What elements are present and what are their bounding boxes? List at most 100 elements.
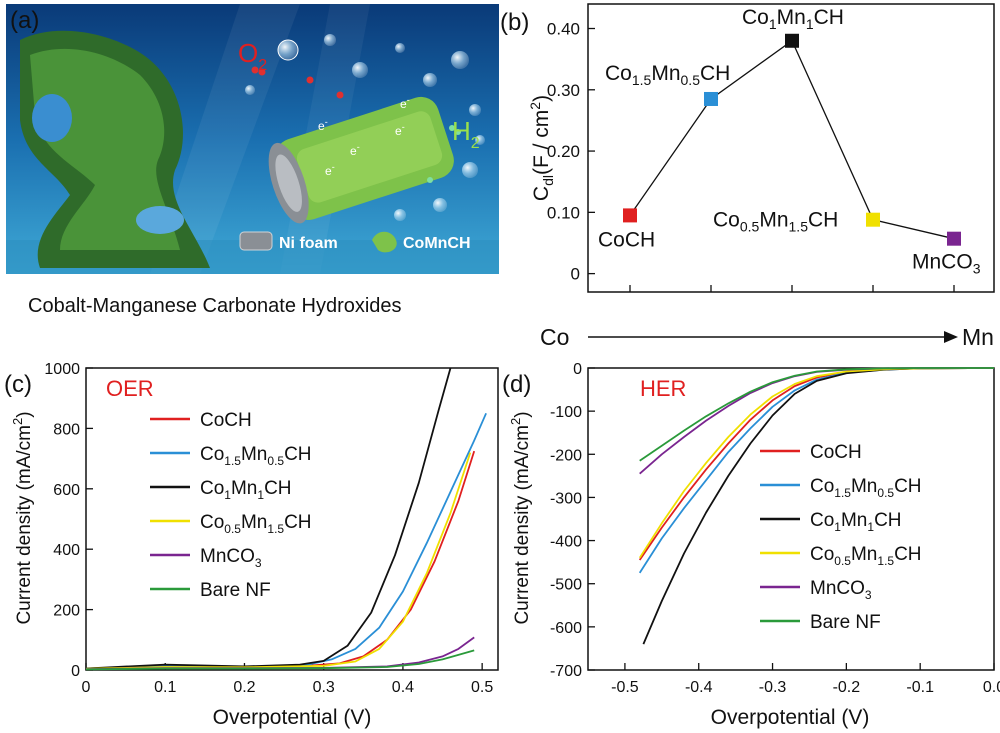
panel-b-y-axis: 0 0.10 0.20 0.30 0.40 (547, 20, 595, 284)
panel-b-label-CoCH: CoCH (598, 228, 655, 251)
panel-b-points (623, 33, 961, 246)
o-atom (336, 91, 344, 99)
o-atom (258, 68, 266, 76)
panel-label-b: (b) (500, 9, 529, 36)
panel-label-d: (d) (502, 371, 531, 398)
foam-hole (136, 206, 184, 234)
electron-label: e- (400, 95, 410, 111)
panel-c-y-tick-label: 200 (53, 603, 80, 620)
panel-d-x-label: Overpotential (V) (711, 706, 870, 729)
bubble (352, 62, 368, 78)
panel-d-x-tick-label: -0.1 (906, 679, 934, 696)
panel-d-axes: -0.5 -0.4 -0.3 -0.2 -0.1 0.0 0 -100 -200 -300 -400… (550, 361, 1000, 696)
panel-d-line-Co1.5Mn0.5CH (638, 367, 995, 574)
h-atom (455, 129, 461, 135)
legend-comnch: CoMnCH (403, 235, 471, 252)
panel-d-y-tick-label: -500 (550, 577, 582, 594)
panel-b-y-tick-label: 0 (571, 265, 580, 284)
panel-d-y-tick-label: -600 (550, 620, 582, 637)
o-atom (251, 66, 259, 74)
illustration-legend: Ni foam CoMnCH (239, 231, 471, 253)
panel-b-label-MnCO3: MnCO3 (912, 251, 981, 277)
panel-d-legend-CoCH: CoCH (810, 442, 862, 463)
comnch-swatch (372, 231, 397, 253)
panel-d-y-tick-label: -100 (550, 404, 582, 421)
panel-b-arrow-start-label: Co (540, 324, 569, 350)
panel-d-line-Co1Mn1CH (642, 367, 995, 645)
panel-b-y-tick-label: 0.20 (547, 142, 580, 161)
panel-b-y-tick-label: 0.30 (547, 81, 580, 100)
bubble (462, 162, 478, 178)
panel-b-point-MnCO3 (947, 231, 961, 246)
ni-foam-swatch (239, 231, 273, 251)
panel-c-y-tick-label: 800 (53, 421, 80, 438)
foam-moss (30, 48, 180, 250)
panel-d-y-tick-label: 0 (573, 361, 582, 378)
bubble (395, 43, 405, 53)
panel-b-point-Co1Mn1CH (785, 33, 799, 48)
panel-c-frame (85, 367, 499, 671)
panel-c-x-tick-label: 0.3 (313, 679, 335, 696)
panel-d-x-tick-label: -0.3 (759, 679, 787, 696)
panel-c-y-label: Current density (mA/cm2) (10, 411, 35, 624)
panel-d-legend-Co1Mn1CH: Co1Mn1CH (810, 510, 902, 534)
panel-b-point-Co0.5Mn1.5CH (866, 212, 880, 227)
panel-c-x-tick-label: 0.1 (154, 679, 176, 696)
panel-b-point-CoCH (623, 208, 637, 223)
panel-b-x-axis (629, 285, 955, 292)
panel-b-y-tick-label: 0.40 (547, 20, 580, 39)
bubble (433, 198, 447, 212)
electron-label: e- (318, 117, 328, 133)
panel-a-caption: Cobalt-Manganese Carbonate Hydroxides (28, 295, 402, 317)
panel-d-line-CoCH (638, 367, 995, 561)
panel-d-x-tick-label: -0.4 (685, 679, 713, 696)
panel-b-label-Co0.5Mn1.5CH: Co0.5Mn1.5CH (713, 209, 838, 235)
electron-labels: e- e- e- e- e- (318, 95, 410, 178)
panel-d-y-tick-label: -200 (550, 447, 582, 464)
panel-c-y-tick-label: 1000 (44, 361, 80, 378)
panel-c-legend-Co1.5Mn0.5CH: Co1.5Mn0.5CH (200, 444, 312, 468)
panel-d-x-tick-label: -0.2 (833, 679, 861, 696)
panel-d-y-tick-label: -700 (550, 663, 582, 680)
panel-c-title: OER (106, 376, 154, 401)
panel-d-chart: -0.5 -0.4 -0.3 -0.2 -0.1 0.0 0 -100 -200 -300 -400… (502, 361, 1000, 729)
panel-d-line-BareNF (639, 367, 994, 462)
bubble (469, 104, 481, 116)
panel-c-x-tick-label: 0.5 (471, 679, 493, 696)
panel-b-frame (587, 3, 995, 293)
panel-d-legend: CoCH Co1.5Mn0.5CH Co1Mn1CH Co0.5Mn1.5CH MnCO… (760, 442, 922, 633)
panel-d-y-tick-label: -300 (550, 490, 582, 507)
panel-d-x-tick-label: -0.5 (611, 679, 639, 696)
panel-label-a: (a) (10, 7, 39, 34)
bubble (324, 34, 336, 46)
panel-c-y-tick-label: 0 (71, 663, 80, 680)
panel-d-legend-BareNF: Bare NF (810, 612, 881, 633)
ni-foam-core-face (275, 154, 302, 212)
panel-b-chart: 0 0.10 0.20 0.30 0.40 CoCH Co1.5Mn0.5CH Co1Mn1… (500, 3, 995, 350)
panel-c-series (85, 367, 487, 671)
bubble (245, 85, 255, 95)
panel-d-title: HER (640, 376, 686, 401)
panel-c-legend-CoCH: CoCH (200, 410, 252, 431)
bubble (475, 135, 485, 145)
bubble (451, 51, 469, 69)
panel-b-label-Co1.5Mn0.5CH: Co1.5Mn0.5CH (605, 62, 730, 88)
h2-label: H2 (452, 116, 480, 152)
panel-c-legend-BareNF: Bare NF (200, 580, 271, 601)
o2-label: O2 (238, 38, 267, 74)
panel-d-legend-Co0.5Mn1.5CH: Co0.5Mn1.5CH (810, 544, 922, 568)
panel-c-line-Co1Mn1CH (85, 367, 452, 670)
panel-d-series (638, 367, 995, 645)
electron-label: e- (350, 142, 360, 158)
panel-d-legend-MnCO3: MnCO3 (810, 578, 872, 602)
panel-b-arrow-end-label: Mn (962, 324, 994, 350)
comnch-flakes (296, 111, 443, 203)
bubble (423, 73, 437, 87)
panel-c-x-label: Overpotential (V) (213, 706, 372, 729)
bubble (277, 39, 299, 61)
panel-c-legend-Co1Mn1CH: Co1Mn1CH (200, 478, 292, 502)
panel-c-axes: 0 0.1 0.2 0.3 0.4 0.5 0 200 400 600 800 1000 (44, 361, 493, 696)
panel-label-c: (c) (4, 371, 32, 398)
